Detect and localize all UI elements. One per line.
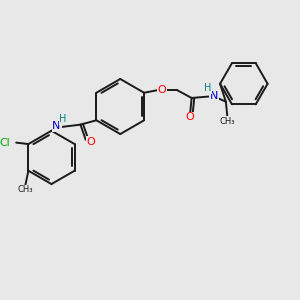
Text: N: N xyxy=(52,122,61,131)
Text: CH₃: CH₃ xyxy=(220,117,235,126)
Text: H: H xyxy=(204,83,211,93)
Text: H: H xyxy=(59,114,67,124)
Text: N: N xyxy=(210,91,218,101)
Text: O: O xyxy=(186,112,195,122)
Text: O: O xyxy=(158,85,167,95)
Text: CH₃: CH₃ xyxy=(18,185,33,194)
Text: O: O xyxy=(86,137,95,147)
Text: Cl: Cl xyxy=(0,138,10,148)
